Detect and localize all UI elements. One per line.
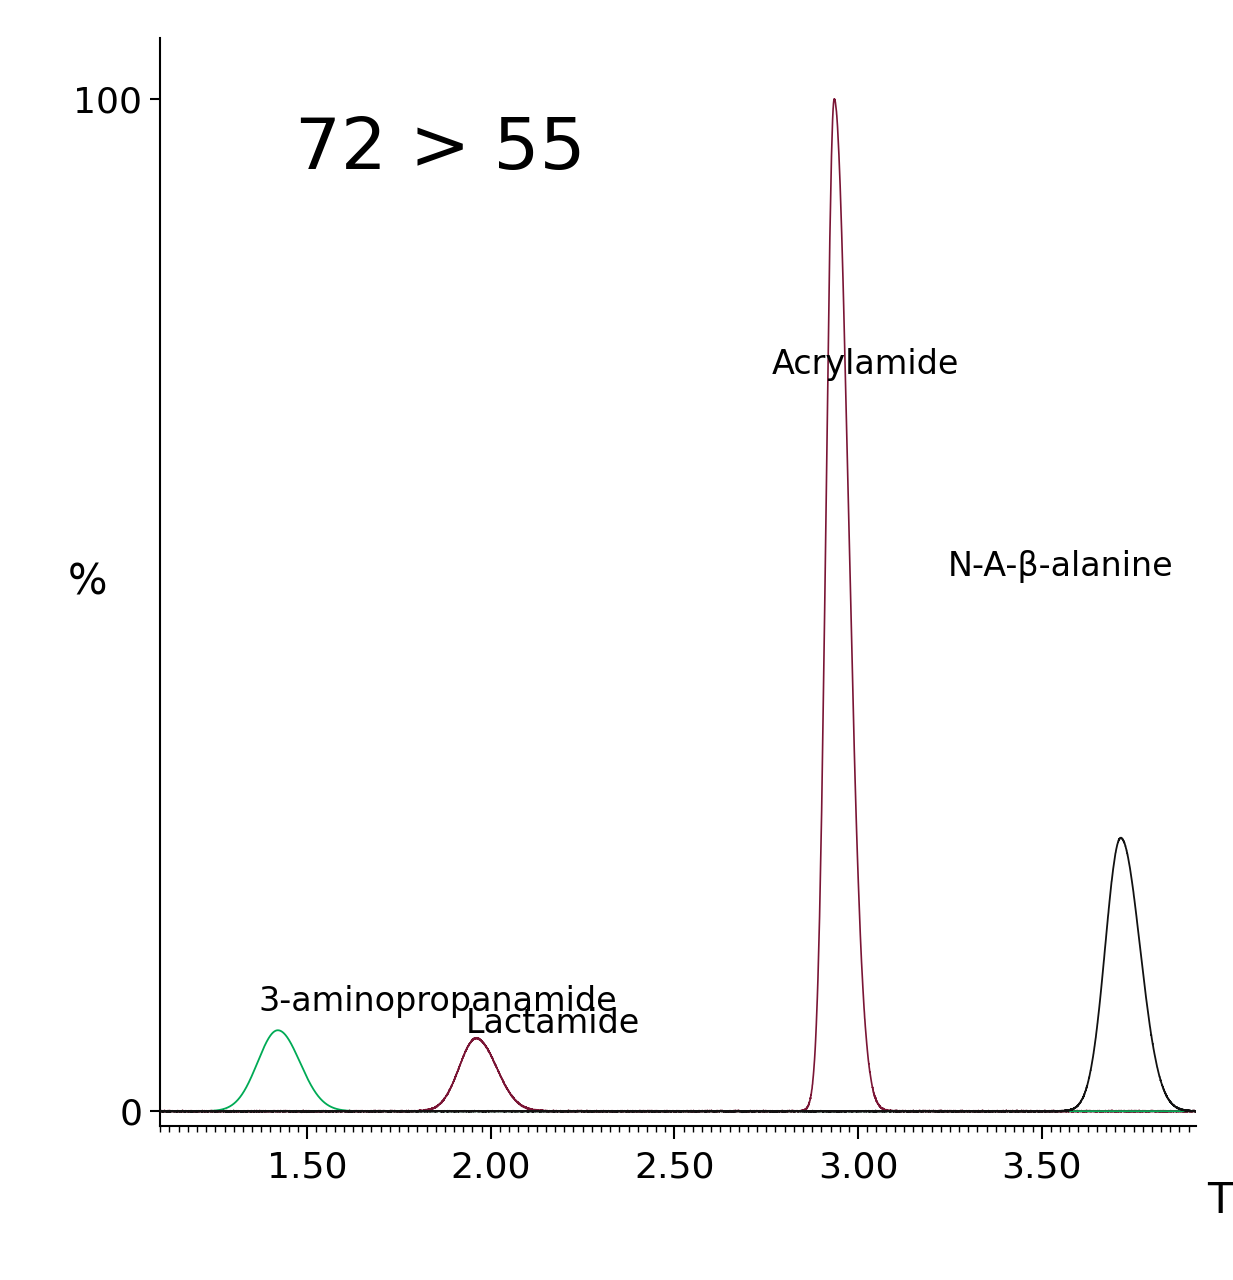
Text: 3-aminopropanamide: 3-aminopropanamide [259, 986, 618, 1018]
Text: Lactamide: Lactamide [466, 1006, 640, 1039]
Text: Acrylamide: Acrylamide [772, 348, 959, 381]
Text: N-A-β-alanine: N-A-β-alanine [947, 550, 1173, 582]
Text: Time: Time [1207, 1179, 1233, 1221]
Text: 72 > 55: 72 > 55 [295, 114, 586, 183]
Y-axis label: %: % [68, 562, 107, 603]
